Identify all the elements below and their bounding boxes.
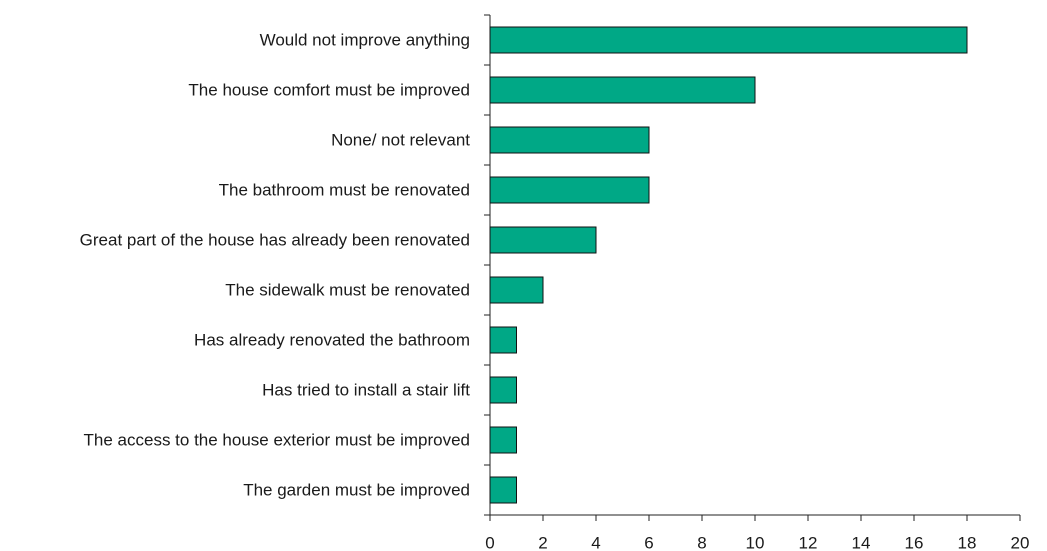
x-tick-label: 18 xyxy=(958,533,977,551)
x-tick-label: 14 xyxy=(852,533,871,551)
x-tick-label: 20 xyxy=(1011,533,1030,551)
bar xyxy=(489,26,968,54)
y-tick-label: Would not improve anything xyxy=(260,30,470,49)
bar xyxy=(489,176,650,204)
y-tick-label: Has already renovated the bathroom xyxy=(194,330,470,349)
bar xyxy=(489,226,597,254)
x-tick-label: 12 xyxy=(799,533,818,551)
x-tick-label: 16 xyxy=(905,533,924,551)
y-tick-label: Great part of the house has already been… xyxy=(80,230,470,249)
y-tick-label: The house comfort must be improved xyxy=(188,80,470,99)
bar xyxy=(489,126,650,154)
x-tick-label: 0 xyxy=(485,533,494,551)
y-tick-label: The garden must be improved xyxy=(243,480,470,499)
x-tick-label: 4 xyxy=(591,533,600,551)
x-tick-label: 2 xyxy=(538,533,547,551)
bar xyxy=(489,426,517,454)
bar xyxy=(489,76,756,104)
bar xyxy=(489,476,517,504)
bar xyxy=(489,376,517,404)
x-tick-label: 10 xyxy=(746,533,765,551)
y-tick-label: Has tried to install a stair lift xyxy=(262,380,470,399)
y-tick-label: The sidewalk must be renovated xyxy=(225,280,470,299)
x-tick-label: 6 xyxy=(644,533,653,551)
y-tick-label: The access to the house exterior must be… xyxy=(84,430,470,449)
bar xyxy=(489,276,544,304)
x-tick-label: 8 xyxy=(697,533,706,551)
bar xyxy=(489,326,517,354)
y-tick-label: The bathroom must be renovated xyxy=(219,180,470,199)
y-tick-label: None/ not relevant xyxy=(331,130,470,149)
